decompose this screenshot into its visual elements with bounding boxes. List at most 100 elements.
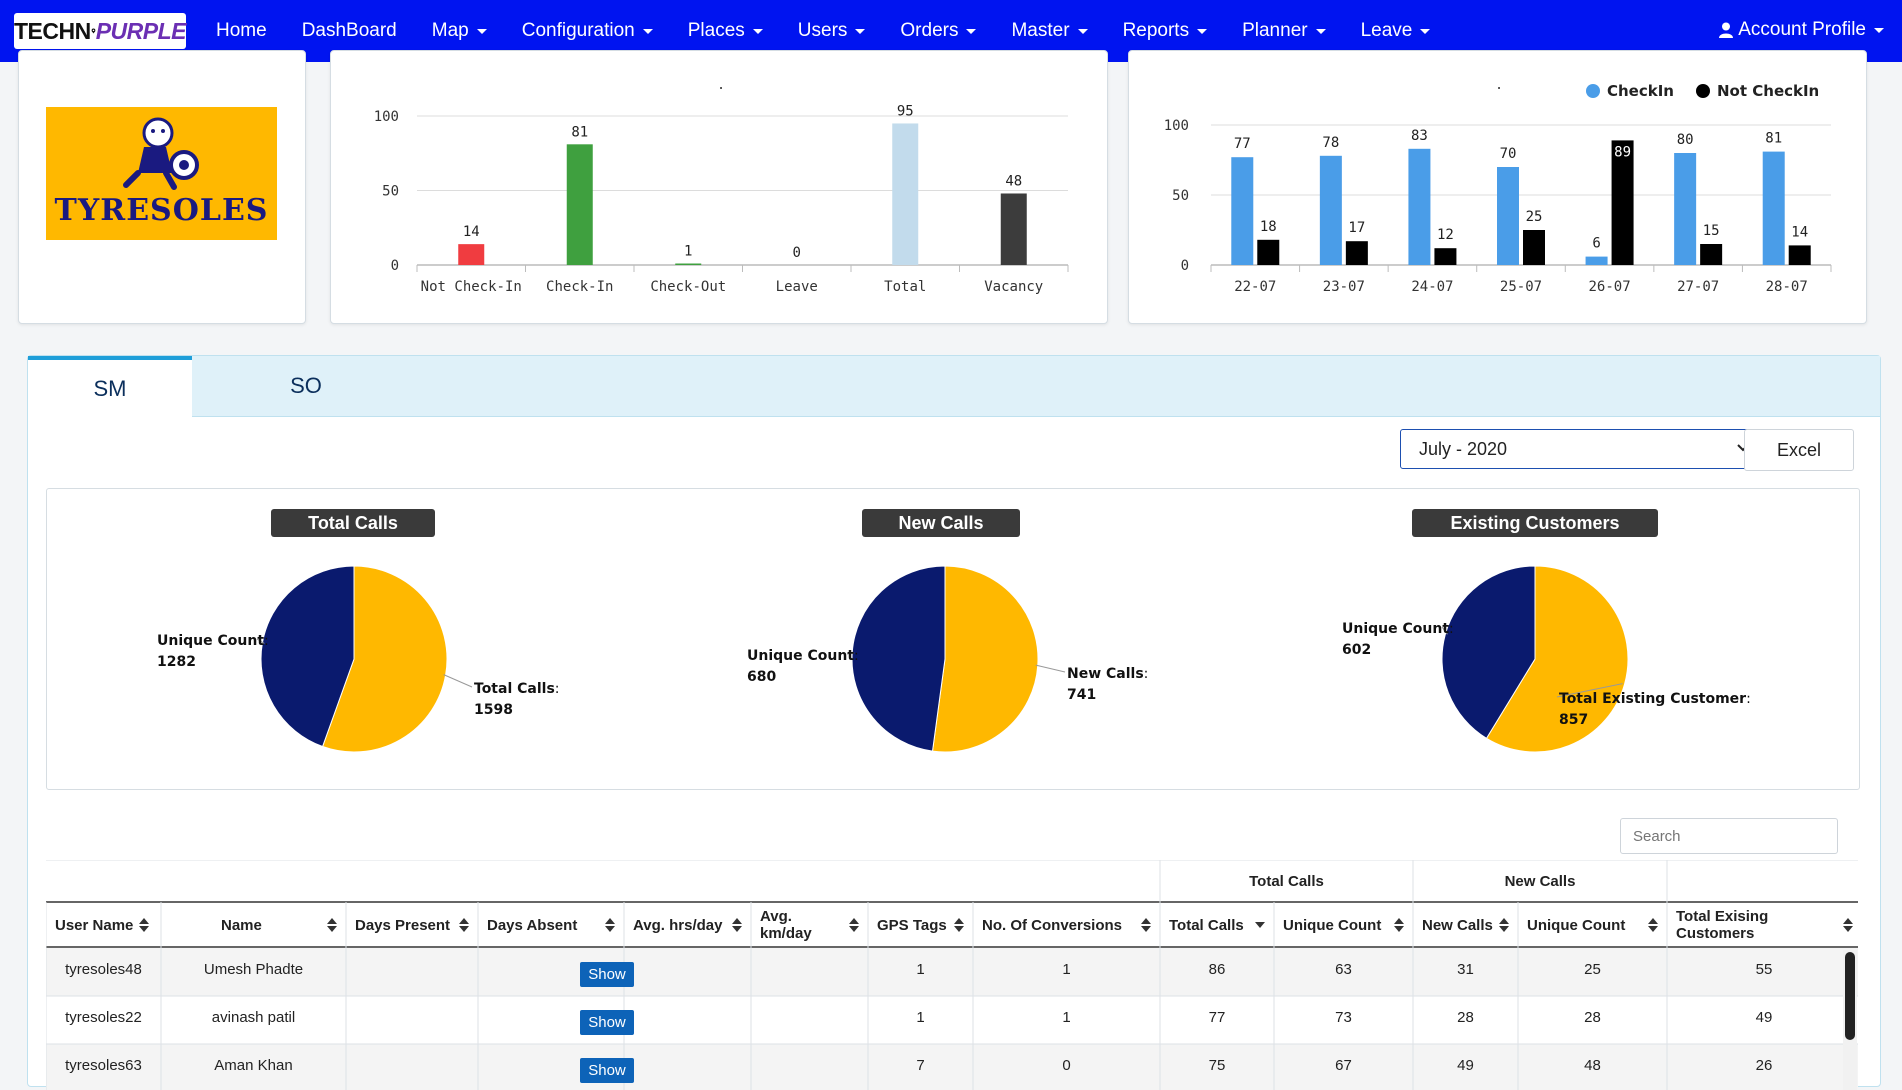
nav-item-label: Home	[216, 20, 267, 41]
cell-existing: 26	[1755, 1056, 1773, 1074]
bar-checkin-27-07	[1674, 153, 1697, 265]
data-label: 83	[1411, 128, 1428, 144]
chart-title: .	[717, 78, 725, 93]
chevron-down-icon	[855, 28, 866, 34]
cell-name: avinash patil	[211, 1008, 296, 1026]
nav-item-configuration[interactable]: Configuration	[522, 20, 653, 42]
data-label: 17	[1348, 220, 1365, 236]
sort-icon	[732, 917, 742, 933]
nav-item-home[interactable]: Home	[216, 20, 267, 42]
sort-icon	[1394, 917, 1404, 933]
daily-checkin-bar-chart: 0 50 100. CheckIn Not CheckIn 77 18 22-07 78 17 23…	[1164, 78, 1832, 295]
column-header-no-of-conversions[interactable]: No. Of Conversions	[973, 902, 1160, 948]
nav-item-reports[interactable]: Reports	[1123, 20, 1208, 42]
excel-export-button[interactable]: Excel	[1744, 429, 1854, 471]
nav-item-planner[interactable]: Planner	[1242, 20, 1326, 42]
chevron-down-icon	[1315, 28, 1326, 34]
data-label-check-out: 1	[684, 244, 692, 260]
bar-not-checkin-28-07	[1788, 245, 1811, 265]
cell-nc-unique: 48	[1584, 1056, 1601, 1074]
nav-item-places[interactable]: Places	[688, 20, 763, 42]
data-label: 78	[1322, 135, 1339, 151]
technopurple-logo[interactable]: TECHN PURPLE	[14, 13, 187, 49]
data-label: 77	[1234, 136, 1251, 152]
pie-label-colon: :	[1746, 691, 1751, 707]
pie-label-name: New Calls	[1067, 666, 1144, 682]
table-search-input[interactable]	[1620, 818, 1838, 854]
tyre-mascot-icon	[123, 117, 199, 190]
pie-label-name-row: Unique Count:	[157, 631, 269, 652]
pie-label-colon: :	[264, 633, 269, 649]
column-header-label: User Name	[55, 916, 134, 934]
nav-item-label: Master	[1011, 20, 1070, 41]
month-select[interactable]: July - 2020	[1400, 429, 1760, 469]
cell-new-calls: 49	[1457, 1056, 1474, 1074]
cell-user-name: tyresoles48	[65, 960, 142, 978]
nav-item-map[interactable]: Map	[432, 20, 487, 42]
cell-name: Aman Khan	[214, 1056, 293, 1074]
column-header-days-absent[interactable]: Days Absent	[478, 902, 624, 948]
sort-icon	[1141, 917, 1151, 933]
pie-label-total-calls: Total Calls: 1598	[474, 679, 560, 721]
column-header-user-name[interactable]: User Name	[46, 902, 161, 948]
bar-checkin-23-07	[1319, 155, 1342, 265]
column-header-unique-count[interactable]: Unique Count	[1518, 902, 1667, 948]
nav-item-master[interactable]: Master	[1011, 20, 1088, 42]
nav-item-users[interactable]: Users	[798, 20, 866, 42]
y-tick-label: 100	[374, 109, 399, 125]
column-header-days-present[interactable]: Days Present	[346, 902, 478, 948]
bar-not-checkin-24-07	[1434, 248, 1457, 265]
data-label: 18	[1260, 219, 1277, 235]
tab-so[interactable]: SO	[290, 373, 322, 398]
column-header-unique-count[interactable]: Unique Count	[1274, 902, 1413, 948]
column-header-name[interactable]: Name	[161, 902, 346, 948]
cell-tc-unique: 67	[1335, 1056, 1352, 1074]
account-profile-menu[interactable]: Account Profile	[1719, 19, 1884, 41]
data-label: 25	[1526, 209, 1543, 225]
data-label-leave: 0	[793, 245, 801, 261]
column-header-new-calls[interactable]: New Calls	[1413, 902, 1518, 948]
tab-sm[interactable]: SM	[28, 356, 192, 417]
column-header-total-exising-customers[interactable]: Total Exising Customers	[1667, 902, 1858, 948]
chevron-down-icon	[1420, 28, 1431, 34]
chart-title: .	[1495, 78, 1503, 93]
sort-icon	[849, 917, 859, 933]
bar-checkin-28-07	[1762, 151, 1785, 265]
column-header-avg-hrs-day[interactable]: Avg. hrs/day	[624, 902, 751, 948]
show-attendance-button[interactable]: Show	[580, 1057, 634, 1083]
nav-item-dashboard[interactable]: DashBoard	[302, 20, 397, 42]
account-profile-label: Account Profile	[1738, 19, 1866, 40]
nav-item-label: DashBoard	[301, 20, 397, 41]
sort-icon	[1499, 917, 1509, 933]
nav-item-orders[interactable]: Orders	[900, 20, 977, 42]
pie-label-value: 741	[1067, 687, 1097, 703]
y-tick-label: 0	[391, 258, 399, 274]
pie-slice-unique-count	[260, 565, 355, 748]
pie-slice-unique-count	[1441, 565, 1536, 740]
pie-label-name-row: New Calls:	[1067, 664, 1148, 685]
data-label: 80	[1677, 132, 1694, 148]
nav-item-label: Configuration	[521, 20, 635, 41]
logo-pin-icon	[91, 28, 96, 34]
show-attendance-button[interactable]: Show	[580, 961, 634, 987]
column-header-total-calls[interactable]: Total Calls	[1160, 902, 1274, 948]
data-label: 89	[1614, 144, 1631, 160]
show-attendance-button[interactable]: Show	[580, 1009, 634, 1035]
cell-gps-tags: 7	[916, 1056, 925, 1074]
cell-gps-tags: 1	[916, 960, 925, 978]
column-header-label: Name	[221, 916, 262, 934]
checkin-status-bar-chart: 0 50 100. 14 Not Check-In 81 Check-In 1 Check-Ou…	[374, 78, 1069, 295]
nav-item-leave[interactable]: Leave	[1361, 20, 1431, 42]
pie-label-value: 1598	[474, 702, 513, 718]
cell-existing: 49	[1755, 1008, 1773, 1026]
chevron-down-icon	[966, 28, 977, 34]
pie-slice-unique-count	[851, 565, 946, 752]
pie-leader-line	[443, 674, 473, 688]
bar-vacancy	[1000, 193, 1027, 265]
sort-icon	[327, 917, 337, 933]
row-background	[46, 948, 1858, 996]
column-header-avg-km-day[interactable]: Avg. km/day	[751, 902, 868, 948]
column-header-gps-tags[interactable]: GPS Tags	[868, 902, 973, 948]
cell-tc-unique: 73	[1335, 1008, 1352, 1026]
pie-label-total-existing-customer: Total Existing Customer: 857	[1559, 689, 1751, 731]
